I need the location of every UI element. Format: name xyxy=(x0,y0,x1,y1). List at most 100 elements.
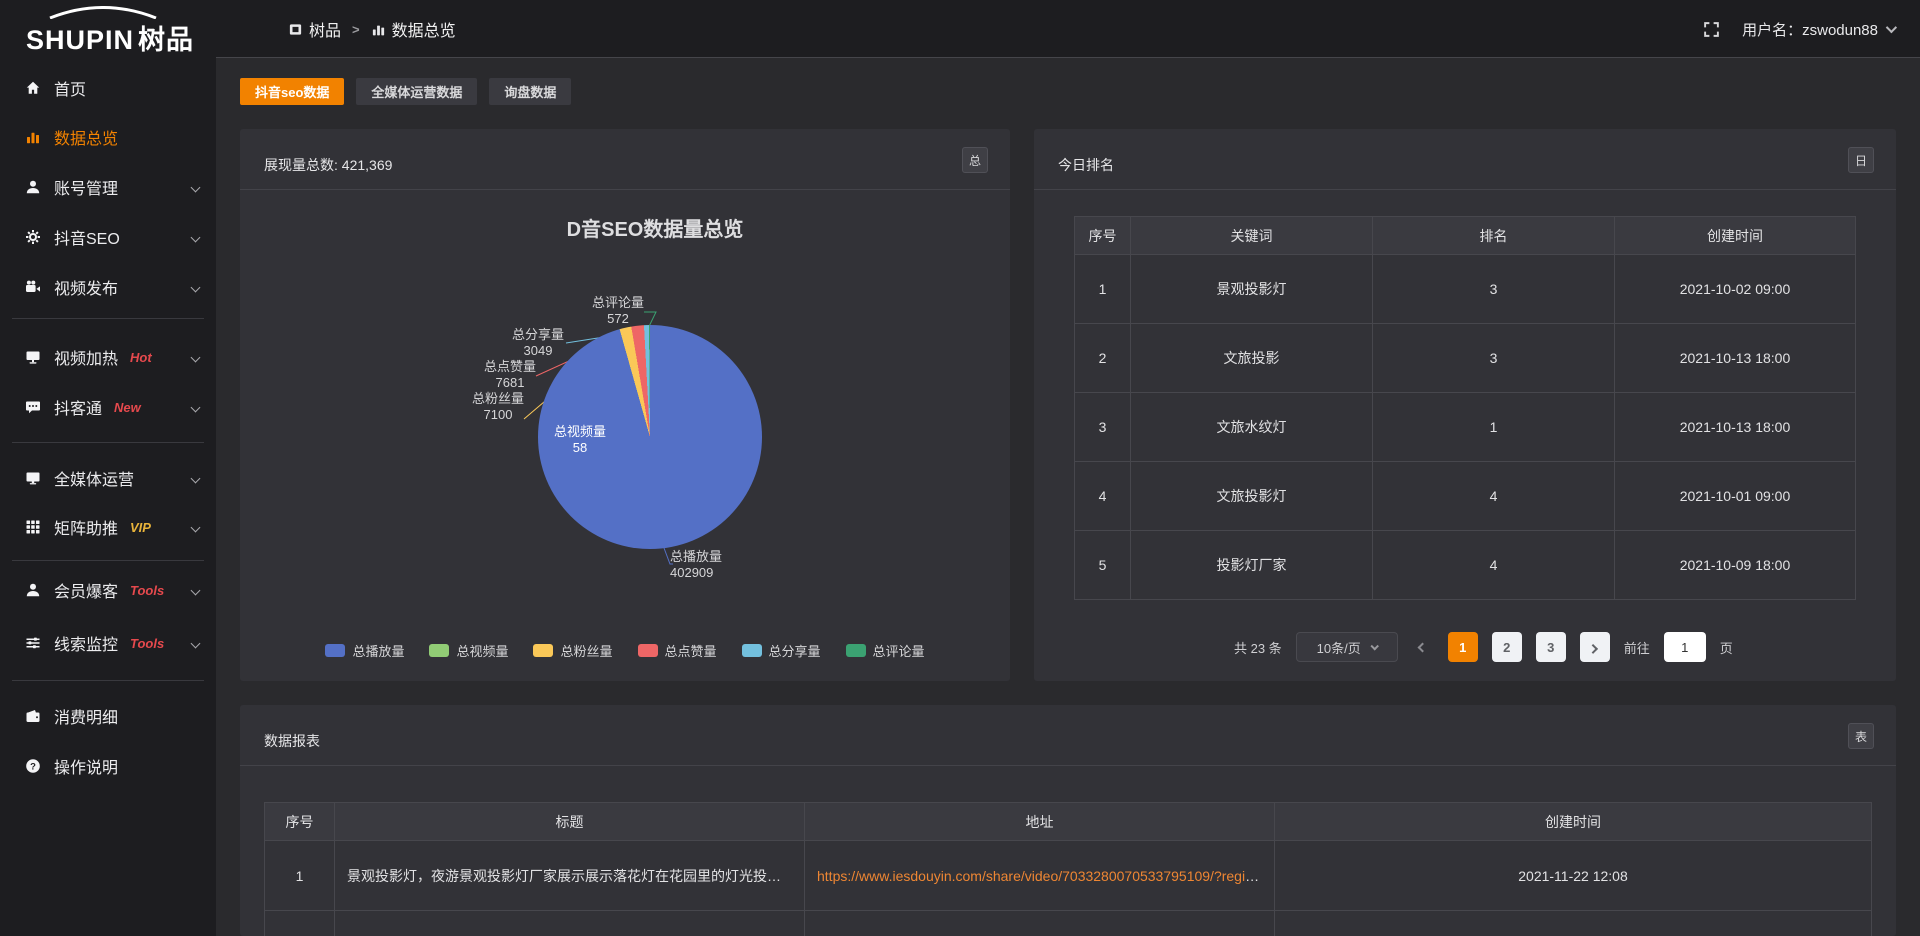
legend-item-share[interactable]: 总分享量 xyxy=(741,641,821,660)
sliders-icon xyxy=(25,635,41,651)
chevron-down-icon xyxy=(1370,642,1379,651)
overview-total-label: 展现量总数: 421,369 xyxy=(264,157,393,173)
table-row: 4 文旅投影灯 4 2021-10-01 09:00 xyxy=(1074,461,1856,531)
tools-tag: Tools xyxy=(130,635,165,651)
chevron-down-icon xyxy=(190,402,201,412)
chevron-down-icon xyxy=(190,585,201,595)
home-icon xyxy=(25,80,41,96)
sidebar-item-instructions[interactable]: ? 操作说明 xyxy=(0,749,216,783)
legend-item-video[interactable]: 总视频量 xyxy=(429,641,508,660)
chevron-down-icon xyxy=(1885,21,1898,34)
legend-item-fans[interactable]: 总粉丝量 xyxy=(533,641,613,660)
report-panel: 数据报表 表 序号 标题 地址 创建时间 1 景观投影灯，夜游景观投影灯厂家展示… xyxy=(240,705,1896,936)
ranking-table-header-row: 序号 关键词 排名 创建时间 xyxy=(1074,216,1856,255)
page-button-2[interactable]: 2 xyxy=(1491,632,1522,662)
breadcrumb-separator: > xyxy=(352,21,360,37)
breadcrumb: 树品 > 数据总览 xyxy=(288,0,456,58)
overview-panel: 展现量总数: 421,369 总 D音SEO数据量总览 总评论量 572 总分享… xyxy=(240,129,1010,681)
chevron-right-icon xyxy=(1588,643,1599,654)
ranking-panel-header: 今日排名 日 xyxy=(1034,129,1896,190)
monitor-icon xyxy=(25,470,41,486)
sidebar-item-media-operation[interactable]: 全媒体运营 xyxy=(0,461,216,495)
legend-swatch xyxy=(429,644,450,657)
pie-label-video: 总视频量 58 xyxy=(553,424,606,455)
chat-icon xyxy=(25,399,41,415)
goto-page-input[interactable] xyxy=(1663,632,1706,662)
tab-inquiry-data[interactable]: 询盘数据 xyxy=(489,78,572,105)
logo-en: SHUPIN xyxy=(26,25,135,55)
pie-label-comment: 总评论量 572 xyxy=(591,295,644,326)
sidebar-item-account[interactable]: 账号管理 xyxy=(0,170,216,204)
table-row: 5 投影灯厂家 4 2021-10-09 18:00 xyxy=(1074,530,1856,600)
sidebar-item-matrix-boost[interactable]: 矩阵助推 VIP xyxy=(0,510,216,544)
sidebar-item-home[interactable]: 首页 xyxy=(0,71,216,105)
prev-page-button[interactable] xyxy=(1412,632,1434,662)
legend-swatch xyxy=(637,644,658,657)
sidebar-item-consumption[interactable]: 消费明细 xyxy=(0,699,216,733)
ranking-title: 今日排名 xyxy=(1058,157,1114,173)
topbar-right: 用户名：zswodun88 xyxy=(1703,0,1898,58)
logo-cn: 树品 xyxy=(138,25,195,55)
tab-media-operation-data[interactable]: 全媒体运营数据 xyxy=(356,78,478,105)
sidebar-item-video-publish[interactable]: 视频发布 xyxy=(0,270,216,304)
chevron-down-icon xyxy=(190,182,201,192)
sidebar-item-douyin-seo[interactable]: 抖音SEO xyxy=(0,220,216,254)
pie-label-play: 总播放量 402909 xyxy=(670,549,723,580)
report-panel-header: 数据报表 表 xyxy=(240,705,1896,766)
goto-label: 前往 xyxy=(1623,640,1650,656)
chevron-left-icon xyxy=(1417,642,1428,652)
video-url-link[interactable]: https://www.iesdouyin.com/share/video/70… xyxy=(817,867,1267,884)
bar-chart-icon xyxy=(372,25,384,35)
table-row: 3 文旅水纹灯 1 2021-10-13 18:00 xyxy=(1074,392,1856,462)
page-button-1[interactable]: 1 xyxy=(1447,632,1478,662)
top-header: SHUPIN 树品 树品 > 数据总览 用户名：zswodun88 xyxy=(0,0,1920,58)
vip-tag: VIP xyxy=(130,519,151,535)
page-button-3[interactable]: 3 xyxy=(1535,632,1566,662)
sidebar-item-data-overview[interactable]: 数据总览 xyxy=(0,120,216,154)
pie-chart-title: D音SEO数据量总览 xyxy=(566,219,744,241)
sidebar-divider xyxy=(12,680,204,681)
member-icon xyxy=(25,582,41,598)
chevron-down-icon xyxy=(190,282,201,292)
sidebar-divider xyxy=(12,560,204,561)
legend-swatch xyxy=(325,644,346,657)
fullscreen-icon[interactable] xyxy=(1703,21,1720,38)
day-badge-button[interactable]: 日 xyxy=(1848,147,1874,173)
app-square-icon xyxy=(289,23,302,35)
data-source-tabs: 抖音seo数据 全媒体运营数据 询盘数据 xyxy=(240,78,572,105)
table-row: 1 景观投影灯，夜游景观投影灯厂家展示展示落花灯在花园里的灯光投影应用效果 # … xyxy=(264,840,1872,911)
overview-panel-header: 展现量总数: 421,369 总 xyxy=(240,129,1010,190)
tab-douyin-seo-data[interactable]: 抖音seo数据 xyxy=(240,78,345,105)
legend-item-like[interactable]: 总点赞量 xyxy=(637,641,717,660)
breadcrumb-root[interactable]: 树品 xyxy=(288,17,341,41)
screen-icon xyxy=(25,349,41,365)
table-row: 2 文旅投影 3 2021-10-13 18:00 xyxy=(1074,323,1856,393)
sidebar: 首页 数据总览 账号管理 抖音SEO 视频发布 视频加热 Hot xyxy=(0,58,216,936)
next-page-button[interactable] xyxy=(1579,632,1610,662)
legend-item-play[interactable]: 总播放量 xyxy=(325,641,404,660)
sidebar-item-clue-monitor[interactable]: 线索监控 Tools xyxy=(0,626,216,660)
svg-text:?: ? xyxy=(30,761,36,772)
report-row-title: 景观投影灯，夜游景观投影灯厂家展示展示落花灯在花园里的灯光投影应用效果 # xyxy=(334,840,805,911)
pagination-total: 共 23 条 xyxy=(1234,640,1282,656)
sidebar-item-douketong[interactable]: 抖客通 New xyxy=(0,390,216,424)
bar-chart-icon xyxy=(25,129,41,145)
chevron-down-icon xyxy=(190,352,201,362)
ranking-panel: 今日排名 日 序号 关键词 排名 创建时间 1 景观投影灯 3 2021-10-… xyxy=(1034,129,1896,681)
legend-item-comment[interactable]: 总评论量 xyxy=(845,641,925,660)
sidebar-item-member[interactable]: 会员爆客 Tools xyxy=(0,573,216,607)
page-size-select[interactable]: 10条/页 xyxy=(1295,632,1398,662)
sidebar-item-video-heat[interactable]: 视频加热 Hot xyxy=(0,340,216,374)
app-logo: SHUPIN 树品 xyxy=(26,6,196,55)
breadcrumb-current[interactable]: 数据总览 xyxy=(371,17,456,41)
pie-label-like: 总点赞量 7681 xyxy=(483,359,536,390)
total-badge-button[interactable]: 总 xyxy=(962,147,988,173)
pie-chart[interactable] xyxy=(538,325,762,549)
user-menu[interactable]: 用户名：zswodun88 xyxy=(1742,19,1898,40)
table-badge-button[interactable]: 表 xyxy=(1848,723,1874,749)
new-tag: New xyxy=(114,399,141,415)
chart-legend: 总播放量 总视频量 总粉丝量 总点赞量 总分享量 总评论量 xyxy=(240,641,1010,660)
pagination: 共 23 条 10条/页 1 2 3 前往 页 xyxy=(1234,632,1733,662)
tools-tag: Tools xyxy=(130,582,165,598)
